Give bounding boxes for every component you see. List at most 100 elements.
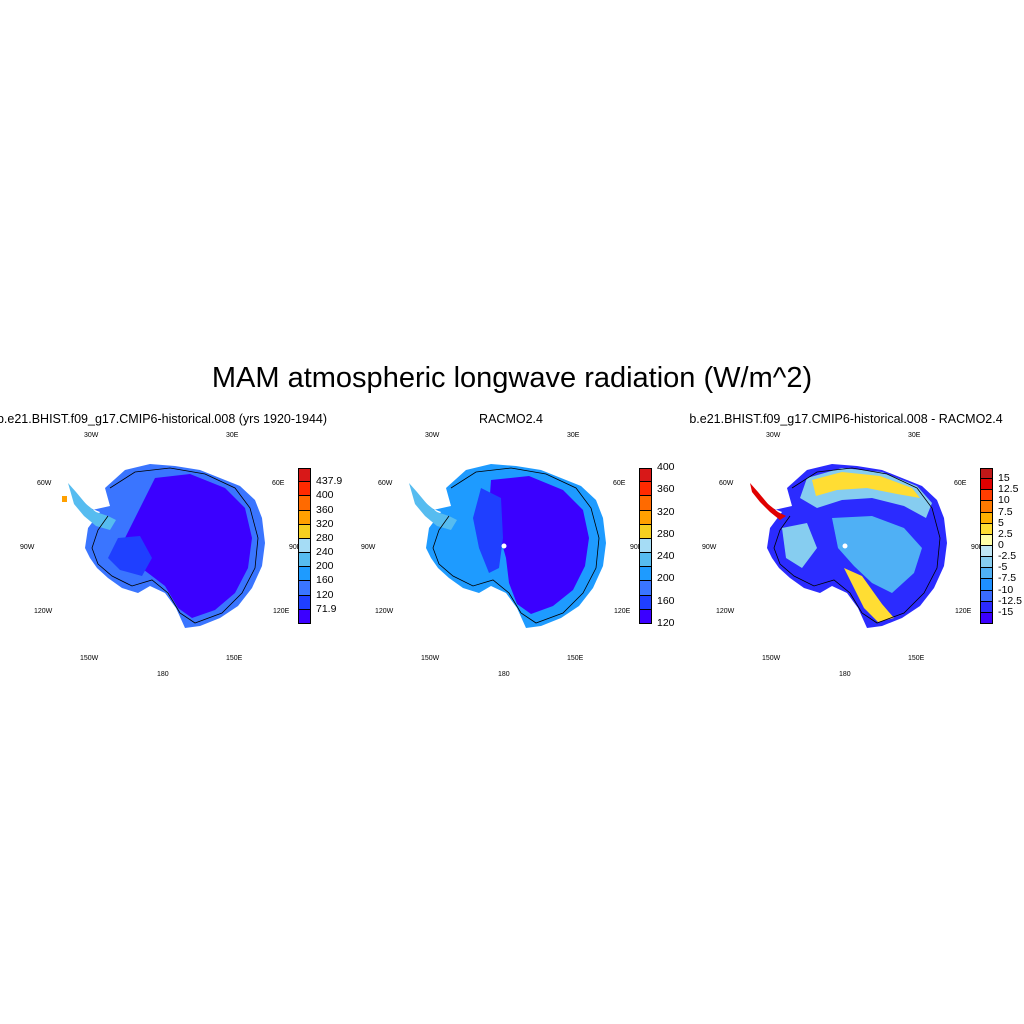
colorbar-swatch [639, 538, 652, 554]
lon-label-90e: 90E [630, 544, 643, 551]
lon-label-150w: 150W [421, 655, 440, 662]
colorbar-label: 2.5 [998, 527, 1013, 540]
model-shelf [108, 536, 152, 576]
lon-label-60w: 60W [719, 480, 734, 487]
lon-label-120e: 120E [955, 608, 972, 615]
colorbar: 71.9 120 160 200 240 280 320 360 400 437.9 [298, 468, 342, 624]
colorbar-label: 400 [316, 489, 334, 502]
colorbar-swatch [298, 553, 311, 568]
lon-label-90e: 90E [289, 544, 302, 551]
peninsula-region [409, 483, 457, 530]
model-interior-low [125, 474, 252, 618]
colorbar-swatch [639, 581, 652, 596]
diff-peninsula-warm [750, 483, 786, 520]
lon-label-120w: 120W [716, 608, 735, 615]
lon-label-30w: 30W [425, 432, 440, 439]
lon-label-150e: 150E [226, 655, 243, 662]
colorbar-swatch [298, 510, 311, 525]
colorbar-swatch [980, 479, 993, 491]
colorbar-swatch [639, 482, 652, 497]
peninsula-region [68, 483, 116, 530]
lon-label-150e: 150E [567, 655, 584, 662]
colorbar-swatch [980, 612, 993, 624]
lon-label-90e: 90E [971, 544, 984, 551]
colorbar-label: -10 [998, 583, 1014, 596]
racmo-interior-low [489, 476, 589, 614]
colorbar-swatch [639, 595, 652, 610]
lon-label-30w: 30W [84, 432, 99, 439]
panel-model: b.e21.BHIST.f09_g17.CMIP6-historical.008… [0, 408, 342, 683]
lon-label-60e: 60E [613, 480, 626, 487]
colorbar-swatch [298, 538, 311, 554]
lon-label-60e: 60E [954, 480, 967, 487]
lon-label-60w: 60W [378, 480, 393, 487]
colorbar-swatch [639, 553, 652, 568]
colorbar-swatch [980, 501, 993, 513]
pole-hole [501, 543, 507, 549]
colorbar-swatch [298, 595, 311, 610]
colorbar-label: 200 [657, 572, 675, 585]
colorbar-swatch [639, 510, 652, 525]
racmo-interior-mid [473, 488, 503, 573]
colorbar-swatch [980, 512, 993, 524]
colorbar-label: 5 [998, 516, 1004, 529]
lon-label-150w: 150W [762, 655, 781, 662]
colorbar-label: 7.5 [998, 505, 1013, 518]
colorbar-label: 280 [316, 531, 334, 544]
colorbar-swatch [980, 590, 993, 602]
antarctica-map [750, 464, 947, 628]
colorbar-label: 200 [316, 560, 334, 573]
colorbar-label: 240 [316, 546, 334, 559]
colorbar-swatch [639, 468, 652, 483]
colorbar-label: -5 [998, 561, 1008, 574]
lon-label-30e: 30E [567, 432, 580, 439]
colorbar-label: -2.5 [998, 550, 1017, 563]
lon-label-60e: 60E [272, 480, 285, 487]
colorbar: -15 -12.5 -10 -7.5 -5 -2.5 0 2.5 5 7.5 10 12.5 15 [980, 468, 1022, 624]
colorbar-label: 320 [657, 505, 675, 518]
lon-label-150w: 150W [80, 655, 99, 662]
colorbar-label: -12.5 [998, 594, 1022, 607]
colorbar-label: 120 [657, 617, 675, 629]
colorbar-swatch [980, 557, 993, 569]
lon-label-90w: 90W [20, 544, 35, 551]
lon-label-90w: 90W [702, 544, 717, 551]
colorbar-label: 360 [316, 503, 334, 516]
model-coastline [91, 467, 259, 624]
lon-label-180: 180 [157, 671, 169, 678]
diff-ross-warm-band [844, 568, 894, 622]
colorbar-label: -15 [998, 605, 1014, 618]
colorbar-swatch [980, 523, 993, 535]
panel-title: b.e21.BHIST.f09_g17.CMIP6-historical.008… [0, 412, 328, 426]
colorbar-label: 160 [657, 594, 675, 607]
colorbar-swatch [980, 468, 993, 480]
colorbar-swatch [298, 524, 311, 539]
racmo-coastline [432, 467, 600, 624]
panel-racmo: RACMO2.4 30W 30E 60W 60E 90W 90E 120W 12… [341, 408, 681, 683]
colorbar: 120 160 200 240 280 320 360 400 [639, 461, 675, 629]
panel-title: b.e21.BHIST.f09_g17.CMIP6-historical.008… [689, 412, 1003, 426]
colorbar-swatch [298, 609, 311, 624]
colorbar-label: 71.9 [316, 602, 337, 615]
pole-hole [842, 543, 848, 549]
colorbar-label: 0 [998, 539, 1004, 551]
colorbar-label: 437.9 [316, 475, 343, 488]
colorbar-swatch [298, 496, 311, 511]
diff-warm-coastal-band [812, 472, 920, 498]
colorbar-swatch [980, 568, 993, 580]
colorbar-swatch [298, 567, 311, 582]
colorbar-label: 160 [316, 574, 334, 587]
colorbar-label: 320 [316, 517, 334, 530]
lon-label-180: 180 [498, 671, 510, 678]
colorbar-label: 360 [657, 483, 675, 496]
colorbar-swatch [639, 567, 652, 582]
colorbar-swatch [639, 496, 652, 511]
colorbar-swatch [980, 490, 993, 502]
colorbar-label: 10 [998, 494, 1010, 507]
figure-title: MAM atmospheric longwave radiation (W/m^… [211, 362, 813, 394]
lon-label-180: 180 [839, 671, 851, 678]
lon-label-30e: 30E [908, 432, 921, 439]
colorbar-swatch [298, 482, 311, 497]
antarctica-map [409, 464, 606, 628]
lon-label-120w: 120W [34, 608, 53, 615]
